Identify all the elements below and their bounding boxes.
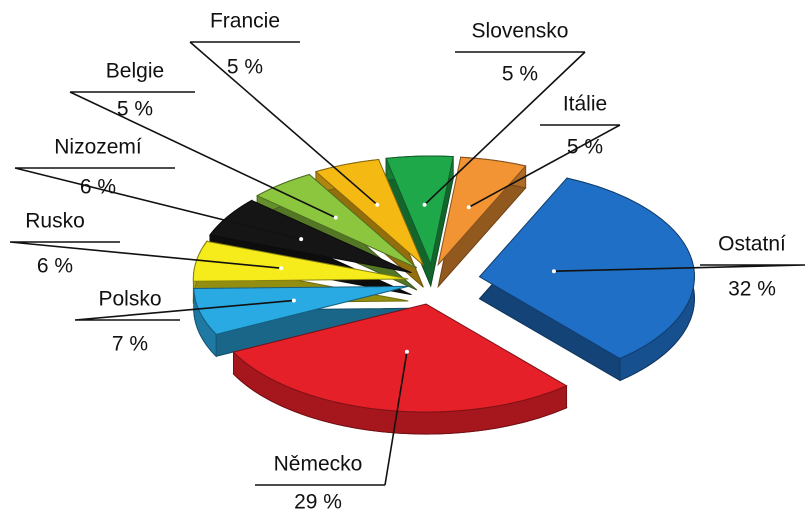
slice-label: Nizozemí — [54, 136, 142, 159]
leader-dot — [299, 237, 304, 242]
leader-dot — [551, 269, 556, 274]
wedge — [385, 155, 454, 266]
leader-line — [553, 264, 805, 273]
slice-value: 5 % — [502, 63, 538, 86]
wedge — [256, 173, 418, 269]
slice-label: Itálie — [563, 93, 607, 116]
leader-dot — [333, 215, 338, 220]
leader-line — [255, 351, 408, 486]
slice-label: Německo — [274, 453, 363, 476]
slice-value: 5 % — [567, 136, 603, 159]
leader-line — [468, 124, 621, 208]
leader-line — [14, 167, 302, 240]
wedge — [192, 240, 409, 282]
leader-line — [74, 299, 294, 321]
slice-value: 7 % — [112, 333, 148, 356]
wedge — [437, 156, 527, 267]
slice-value: 6 % — [37, 255, 73, 278]
wedge — [193, 285, 409, 335]
leader-line — [189, 41, 378, 206]
leader-dot — [404, 349, 409, 354]
leader-dot — [279, 266, 284, 271]
leader-line — [9, 241, 282, 269]
slice-label: Slovensko — [472, 20, 569, 43]
leader-dot — [422, 202, 427, 207]
slice-value: 6 % — [80, 176, 116, 199]
slice-label: Ostatní — [718, 233, 786, 256]
leader-dot — [466, 205, 471, 210]
slice-label: Belgie — [106, 60, 164, 83]
leader-line — [69, 91, 337, 219]
leader-dot — [375, 202, 380, 207]
wedge — [314, 159, 424, 266]
slice-value: 5 % — [117, 98, 153, 121]
wedge — [478, 177, 695, 360]
slice-label: Francie — [210, 10, 280, 33]
slice-value: 29 % — [294, 491, 342, 514]
leader-line — [424, 51, 586, 206]
slice-value: 5 % — [227, 56, 263, 79]
slice-label: Polsko — [98, 288, 161, 311]
leader-dot — [291, 298, 296, 303]
wedge — [209, 199, 412, 274]
slice-value: 32 % — [728, 278, 776, 301]
slice-label: Rusko — [25, 210, 85, 233]
wedge — [232, 303, 568, 413]
